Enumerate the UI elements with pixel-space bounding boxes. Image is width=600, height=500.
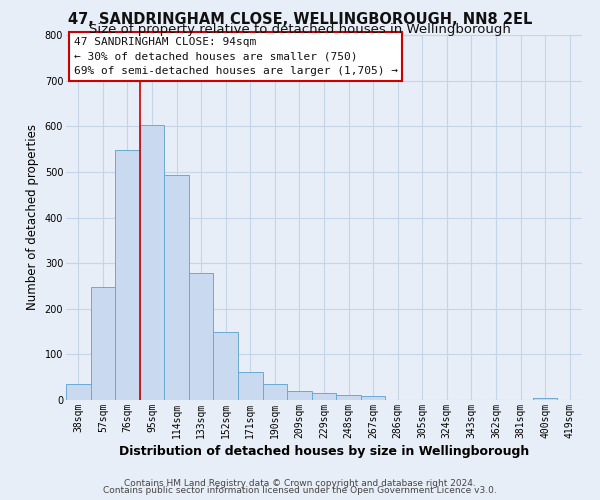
Bar — [263, 384, 287, 400]
Bar — [214, 332, 238, 400]
Bar — [91, 287, 115, 400]
Text: Contains public sector information licensed under the Open Government Licence v3: Contains public sector information licen… — [103, 486, 497, 495]
X-axis label: Distribution of detached houses by size in Wellingborough: Distribution of detached houses by size … — [119, 445, 529, 458]
Text: Size of property relative to detached houses in Wellingborough: Size of property relative to detached ho… — [89, 22, 511, 36]
Y-axis label: Number of detached properties: Number of detached properties — [26, 124, 39, 310]
Bar — [361, 396, 385, 400]
Bar — [115, 150, 140, 400]
Text: 47 SANDRINGHAM CLOSE: 94sqm
← 30% of detached houses are smaller (750)
69% of se: 47 SANDRINGHAM CLOSE: 94sqm ← 30% of det… — [74, 37, 398, 76]
Text: 47, SANDRINGHAM CLOSE, WELLINGBOROUGH, NN8 2EL: 47, SANDRINGHAM CLOSE, WELLINGBOROUGH, N… — [68, 12, 532, 26]
Bar — [336, 396, 361, 400]
Bar — [238, 372, 263, 400]
Bar — [66, 384, 91, 400]
Bar — [189, 273, 214, 400]
Bar — [287, 391, 312, 400]
Bar — [164, 175, 189, 400]
Bar — [140, 125, 164, 400]
Bar — [533, 398, 557, 400]
Bar — [312, 393, 336, 400]
Text: Contains HM Land Registry data © Crown copyright and database right 2024.: Contains HM Land Registry data © Crown c… — [124, 478, 476, 488]
